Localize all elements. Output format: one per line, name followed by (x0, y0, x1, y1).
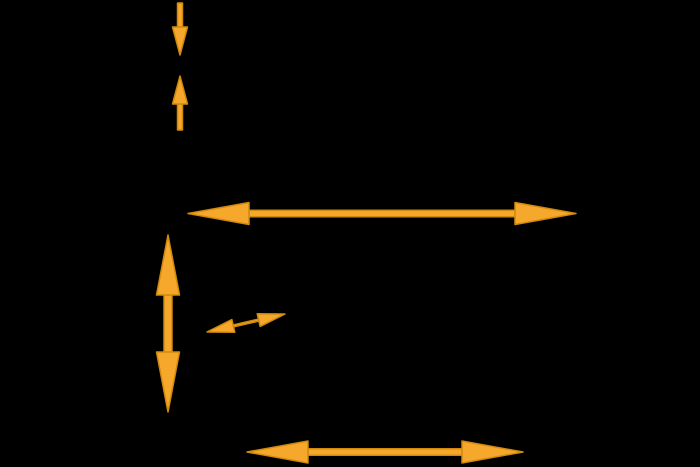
arrow-shape (461, 440, 524, 464)
left-vertical-double-arrow (155, 234, 181, 413)
arrow-shape (514, 201, 577, 226)
arrow-shape (176, 2, 184, 28)
middle-horizontal-double-arrow (187, 201, 577, 226)
arrow-shape (206, 318, 236, 334)
arrow-shape (307, 448, 463, 456)
bottom-horizontal-double-arrow (246, 440, 524, 464)
arrow-shape (246, 440, 309, 464)
arrow-shape (171, 75, 189, 105)
top-converging-up-arrow (171, 75, 189, 131)
arrow-shape (176, 103, 184, 131)
arrow-shape (248, 209, 516, 218)
arrow-shape (155, 351, 181, 413)
small-diagonal-double-arrow (206, 312, 286, 334)
top-converging-down-arrow (171, 2, 189, 56)
arrow-shape (232, 318, 260, 328)
arrow-shape (187, 201, 250, 226)
arrow-shape (155, 234, 181, 296)
arrow-shape (163, 294, 173, 353)
arrow-shape (256, 312, 286, 328)
arrow-shape (171, 26, 189, 56)
